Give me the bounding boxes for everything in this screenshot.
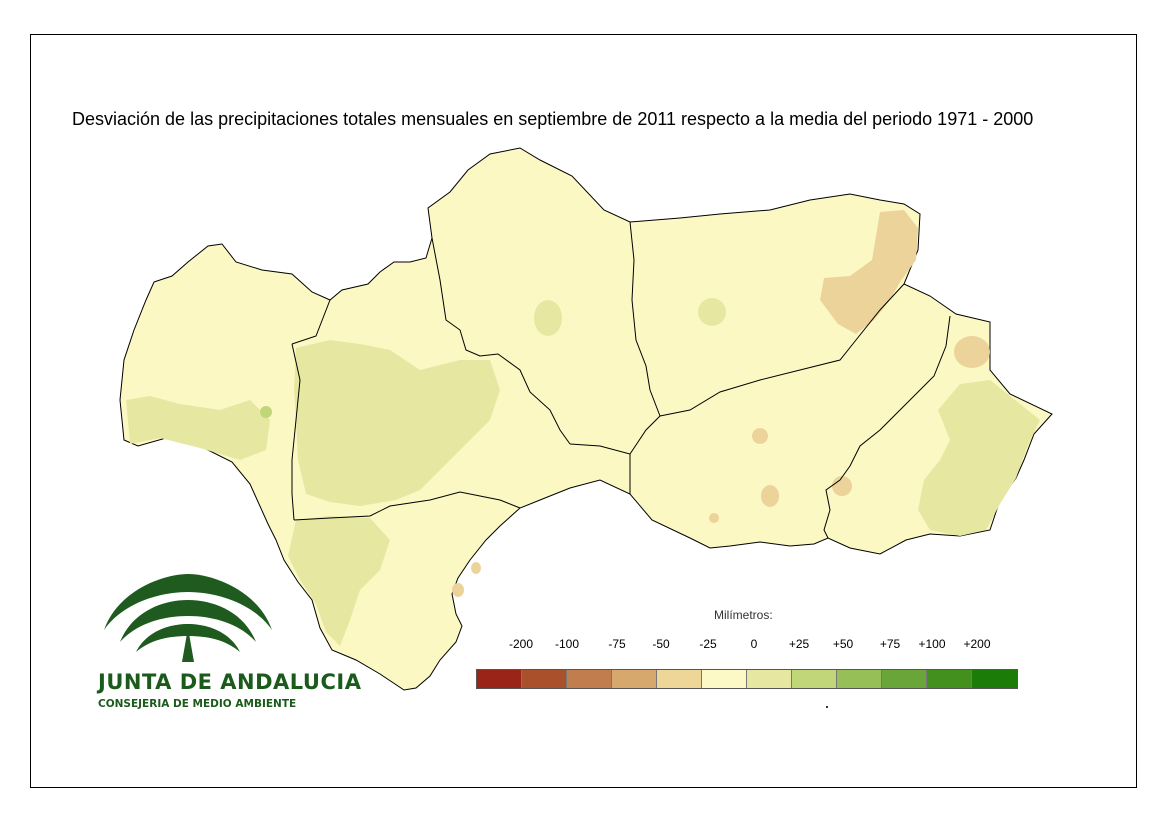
legend-swatch-1 [522, 670, 567, 688]
legend-swatch-4 [657, 670, 702, 688]
logo-arc-middle [120, 600, 256, 642]
legend-tick: -200 [508, 637, 534, 651]
wetter-spot-jaen [698, 298, 726, 326]
wetter-zone-almeria [918, 380, 1040, 536]
legend-swatch-10 [927, 670, 972, 688]
province-borders [291, 221, 951, 539]
legend-title: Milímetros: [714, 608, 773, 622]
legend-swatch-9 [882, 670, 927, 688]
map-title: Desviación de las precipitaciones totale… [72, 109, 1034, 129]
legend-swatch-8 [837, 670, 882, 688]
drier-spot-2 [752, 428, 768, 444]
map-frame [30, 34, 1137, 788]
logo-subtitle: CONSEJERIA DE MEDIO AMBIENTE [98, 698, 297, 710]
logo-triangle [182, 628, 194, 662]
legend-tick: -100 [554, 637, 580, 651]
legend-tick: 0 [750, 637, 758, 651]
drier-spot-3 [761, 485, 779, 507]
wetter-spot-huelva [260, 406, 272, 418]
legend-tick: +75 [879, 637, 901, 651]
legend-tick: +200 [963, 637, 991, 651]
logo-arc-inner [136, 624, 240, 652]
logo-name: JUNTA DE ANDALUCIA [98, 670, 362, 694]
drier-spot-6 [471, 562, 481, 574]
legend-swatch-3 [612, 670, 657, 688]
legend-dot [826, 706, 828, 708]
legend-ticks: -200 -100 -75 -50 -25 0 +25 +50 +75 +100… [476, 637, 1036, 653]
legend-color-bar [476, 669, 1018, 689]
legend-tick: +25 [788, 637, 810, 651]
legend-swatch-2 [567, 670, 612, 688]
legend-swatch-6 [747, 670, 792, 688]
wetter-zone-west [294, 340, 500, 506]
legend-swatch-0 [477, 670, 522, 688]
legend-swatch-11 [972, 670, 1017, 688]
legend-tick: +100 [918, 637, 946, 651]
junta-andalucia-logo [104, 574, 272, 662]
wetter-zone-cadiz [288, 516, 390, 646]
logo-arc-outer [104, 574, 272, 630]
legend-tick: -50 [652, 637, 670, 651]
wetter-zone-huelva-coast [126, 396, 270, 460]
drier-spot-1 [954, 336, 990, 368]
legend-tick: +50 [832, 637, 854, 651]
legend-swatch-7 [792, 670, 837, 688]
legend-tick: -25 [699, 637, 717, 651]
drier-spot-7 [709, 513, 719, 523]
drier-zone-northeast [820, 210, 918, 334]
legend-tick: -75 [608, 637, 626, 651]
legend-swatch-5 [702, 670, 747, 688]
drier-spot-5 [452, 583, 464, 597]
drier-spot-4 [832, 476, 852, 496]
wetter-spot-cordoba [534, 300, 562, 336]
